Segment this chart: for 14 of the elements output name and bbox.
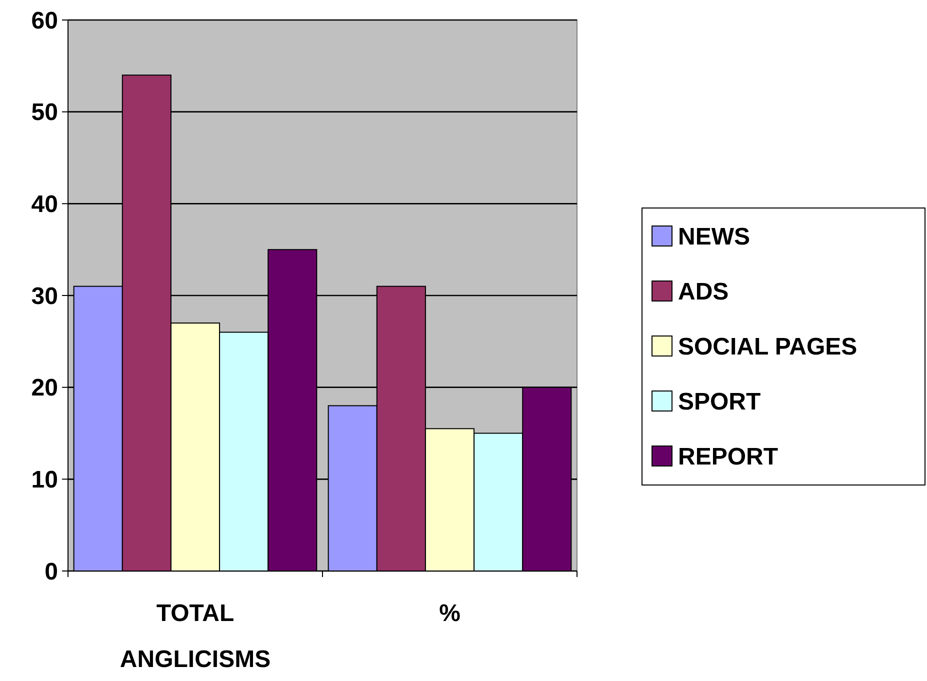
legend-label: REPORT — [678, 443, 778, 470]
y-tick-label: 20 — [31, 374, 58, 402]
legend-label: SPORT — [678, 388, 762, 416]
y-tick-label: 50 — [31, 99, 58, 126]
y-tick-label: 40 — [31, 191, 58, 218]
y-tick-label: 60 — [31, 7, 58, 34]
legend-label: ADS — [678, 278, 729, 306]
y-tick-label: 10 — [31, 466, 58, 494]
legend-label: NEWS — [678, 223, 750, 250]
y-tick-label: 30 — [31, 282, 58, 310]
legend-label: SOCIAL PAGES — [678, 333, 858, 360]
x-tick-label: TOTAL ANGLICISMS — [120, 600, 271, 673]
y-tick-label: 0 — [44, 558, 58, 586]
x-tick-label: % — [439, 600, 460, 627]
